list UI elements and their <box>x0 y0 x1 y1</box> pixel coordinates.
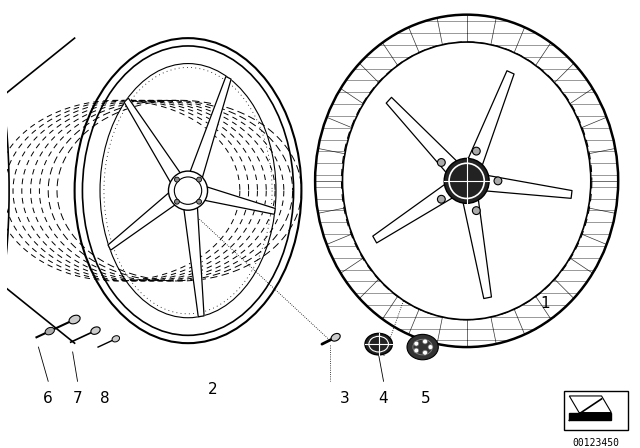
Bar <box>564 391 628 430</box>
Text: 8: 8 <box>100 392 109 406</box>
Circle shape <box>444 159 489 203</box>
Circle shape <box>472 147 480 155</box>
Polygon shape <box>108 192 175 250</box>
Polygon shape <box>124 98 180 183</box>
Text: 5: 5 <box>420 392 431 406</box>
Circle shape <box>414 341 419 346</box>
Ellipse shape <box>91 327 100 334</box>
Ellipse shape <box>413 339 433 355</box>
Text: 7: 7 <box>73 392 83 406</box>
Circle shape <box>428 345 433 349</box>
Ellipse shape <box>45 327 54 335</box>
Ellipse shape <box>407 334 438 360</box>
Circle shape <box>422 350 428 355</box>
Polygon shape <box>372 184 454 243</box>
Polygon shape <box>184 207 204 317</box>
Circle shape <box>168 171 207 210</box>
Circle shape <box>494 177 502 185</box>
Ellipse shape <box>69 315 80 324</box>
Polygon shape <box>190 77 231 178</box>
Ellipse shape <box>331 333 340 341</box>
Ellipse shape <box>112 336 120 342</box>
Text: 3: 3 <box>340 392 349 406</box>
Text: 4: 4 <box>379 392 388 406</box>
Polygon shape <box>570 396 611 413</box>
Circle shape <box>196 177 202 182</box>
Polygon shape <box>386 97 458 173</box>
Polygon shape <box>204 187 275 214</box>
Circle shape <box>422 339 428 344</box>
Ellipse shape <box>365 333 392 355</box>
Text: 6: 6 <box>44 392 53 406</box>
Polygon shape <box>485 175 572 198</box>
Polygon shape <box>570 413 611 420</box>
Circle shape <box>437 159 445 166</box>
Text: 1: 1 <box>540 296 550 310</box>
Polygon shape <box>468 71 514 166</box>
Polygon shape <box>463 198 492 298</box>
Circle shape <box>175 177 179 182</box>
Circle shape <box>437 195 445 203</box>
Text: 2: 2 <box>207 382 217 396</box>
Text: 00123450: 00123450 <box>573 438 620 448</box>
Circle shape <box>175 199 179 204</box>
Circle shape <box>472 207 480 215</box>
Circle shape <box>196 199 202 204</box>
Circle shape <box>414 348 419 353</box>
Ellipse shape <box>342 42 591 320</box>
